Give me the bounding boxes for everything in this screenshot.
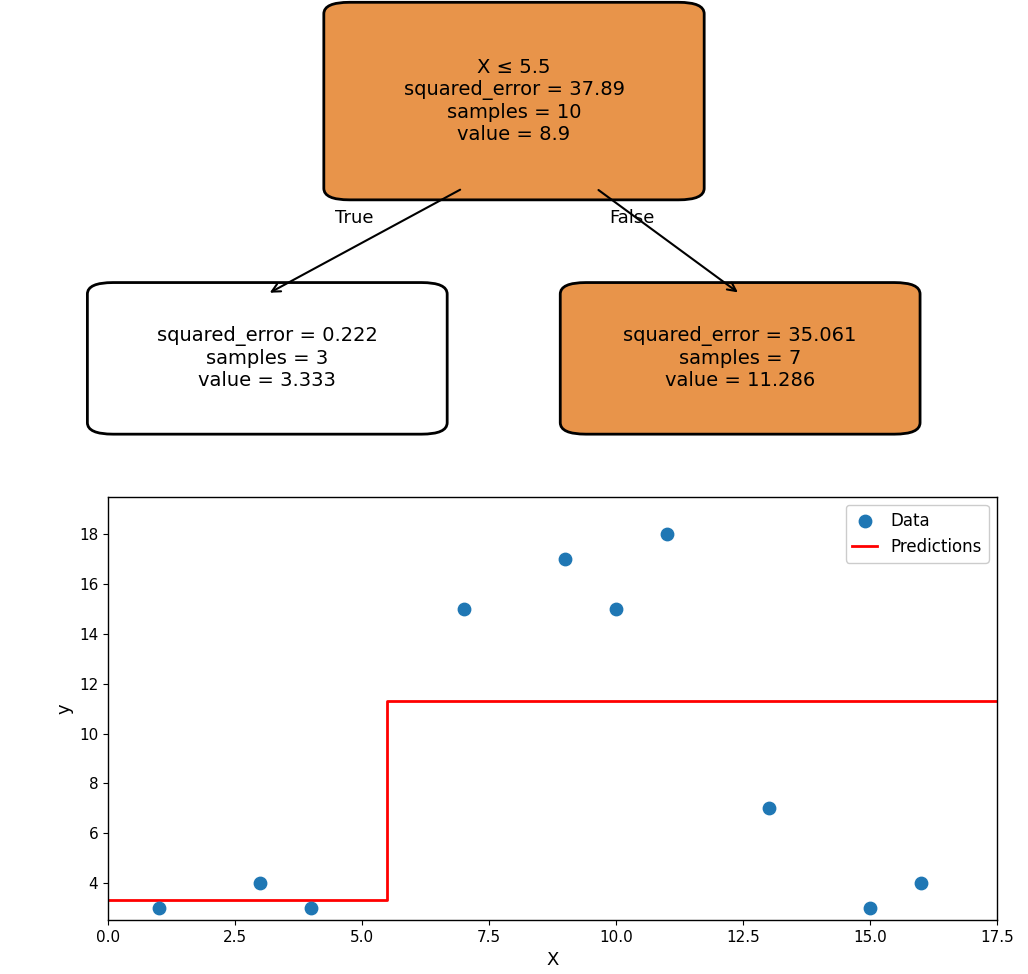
Data (761, 801, 777, 816)
Data (861, 900, 878, 916)
Data (913, 876, 929, 891)
Predictions (381, 894, 394, 906)
Data (455, 601, 472, 617)
FancyBboxPatch shape (87, 282, 447, 434)
Text: X ≤ 5.5
squared_error = 37.89
samples = 10
value = 8.9: X ≤ 5.5 squared_error = 37.89 samples = … (404, 58, 624, 144)
FancyBboxPatch shape (560, 282, 920, 434)
Y-axis label: y: y (56, 703, 73, 714)
Data (608, 601, 624, 617)
Predictions (381, 695, 394, 707)
Legend: Data, Predictions: Data, Predictions (846, 506, 989, 563)
Text: False: False (610, 209, 655, 227)
Predictions (102, 894, 114, 906)
Data (303, 900, 320, 916)
FancyBboxPatch shape (324, 2, 704, 200)
Data (252, 876, 268, 891)
Text: squared_error = 0.222
samples = 3
value = 3.333: squared_error = 0.222 samples = 3 value … (157, 326, 377, 391)
Text: True: True (335, 209, 374, 227)
Data (150, 900, 167, 916)
Text: squared_error = 35.061
samples = 7
value = 11.286: squared_error = 35.061 samples = 7 value… (623, 326, 857, 391)
Data (659, 526, 675, 542)
X-axis label: X: X (546, 951, 559, 969)
Data (557, 551, 574, 567)
Line: Predictions: Predictions (108, 701, 997, 900)
Predictions (991, 695, 1003, 707)
